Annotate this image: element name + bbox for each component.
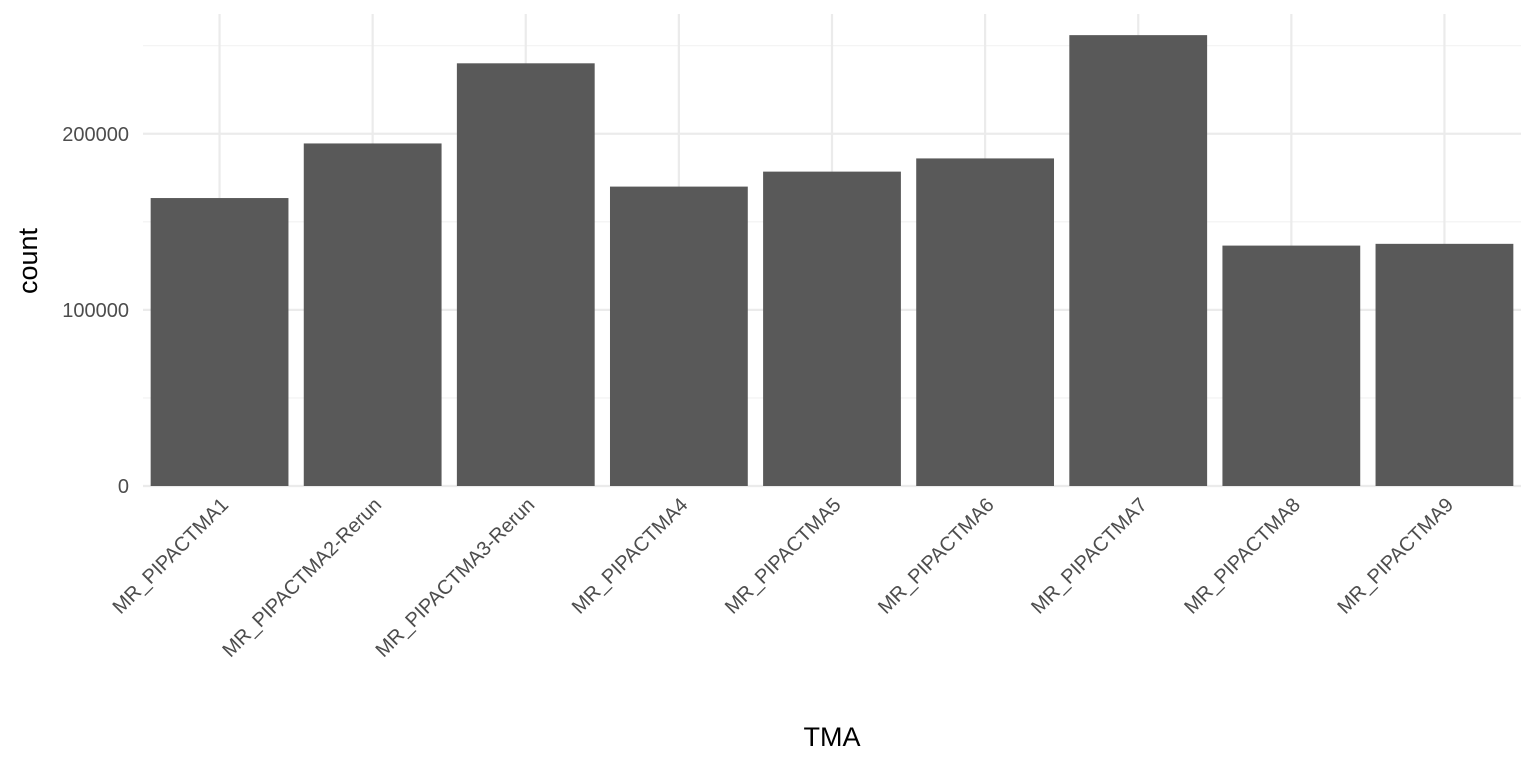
bar-MR_PIPACTMA9 [1375,243,1514,486]
bars [150,35,1514,486]
y-axis-ticks: 0 100000 200000 [62,124,129,498]
x-tick-label: MR_PIPACTMA3-Rerun [372,494,540,662]
bar-MR_PIPACTMA6 [916,158,1055,486]
x-tick-label: MR_PIPACTMA8 [1180,494,1305,619]
x-axis-ticks: MR_PIPACTMA1MR_PIPACTMA2-RerunMR_PIPACTM… [109,494,1458,662]
y-tick-label: 100000 [62,300,129,322]
x-tick-label: MR_PIPACTMA6 [874,494,999,619]
x-tick-label: MR_PIPACTMA9 [1333,494,1458,619]
bar-MR_PIPACTMA5 [763,171,901,486]
x-tick-label: MR_PIPACTMA7 [1027,494,1152,619]
bar-MR_PIPACTMA3-Rerun [456,63,595,486]
x-tick-label: MR_PIPACTMA4 [568,494,693,619]
x-tick-label: MR_PIPACTMA5 [721,494,846,619]
bar-MR_PIPACTMA8 [1222,245,1361,486]
bar-MR_PIPACTMA7 [1069,35,1208,486]
bar-MR_PIPACTMA1 [150,198,289,486]
y-axis-title: count [13,227,43,294]
y-tick-label: 0 [118,476,129,498]
bar-MR_PIPACTMA4 [609,186,748,486]
bar-MR_PIPACTMA2-Rerun [303,143,442,486]
y-tick-label: 200000 [62,124,129,146]
x-axis-title: TMA [804,722,861,752]
x-tick-label: MR_PIPACTMA2-Rerun [218,494,386,662]
x-tick-label: MR_PIPACTMA1 [109,494,234,619]
